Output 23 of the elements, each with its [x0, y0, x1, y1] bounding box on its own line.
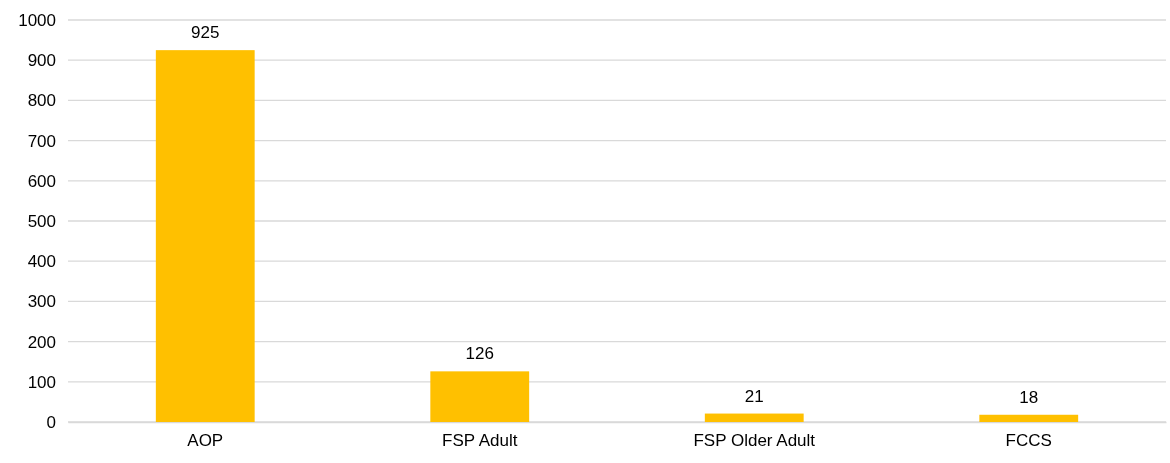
- y-tick-label: 200: [27, 332, 56, 352]
- data-label: 18: [1019, 387, 1039, 407]
- y-tick-label: 100: [27, 372, 56, 392]
- y-tick-label: 300: [27, 292, 56, 312]
- data-label: 925: [191, 23, 220, 43]
- bar: [704, 413, 804, 422]
- y-tick-label: 500: [27, 211, 56, 231]
- bar: [430, 371, 530, 422]
- y-tick-label: 400: [27, 252, 56, 272]
- y-tick-label: 700: [27, 131, 56, 151]
- y-tick-label: 900: [27, 51, 56, 71]
- x-tick-label: FSP Adult: [442, 431, 518, 451]
- x-tick-label: AOP: [187, 431, 224, 451]
- y-tick-label: 0: [46, 412, 56, 432]
- data-label: 126: [465, 344, 494, 364]
- bar: [155, 50, 255, 422]
- x-tick-label: FSP Older Adult: [693, 431, 816, 451]
- x-tick-label: FCCS: [1005, 431, 1052, 451]
- y-tick-label: 1000: [18, 10, 56, 30]
- y-tick-label: 800: [27, 91, 56, 111]
- y-tick-label: 600: [27, 171, 56, 191]
- data-label: 21: [744, 386, 764, 406]
- bar: [979, 414, 1079, 422]
